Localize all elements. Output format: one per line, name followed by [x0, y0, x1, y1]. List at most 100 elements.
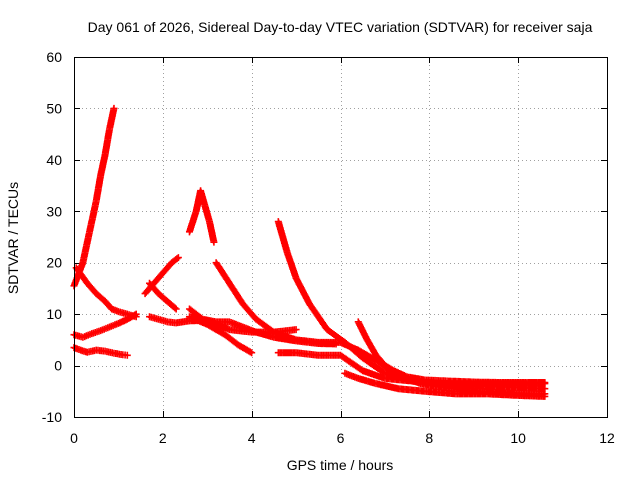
x-tick-label: 4 — [248, 430, 256, 446]
y-tick-label: 0 — [54, 358, 62, 374]
y-tick-label: 40 — [46, 152, 62, 168]
grid-lines — [74, 57, 607, 417]
data-point-trail — [374, 380, 401, 392]
series-arc-14 — [354, 318, 549, 387]
y-tick-label: 20 — [46, 255, 62, 271]
data-point-trail — [391, 367, 410, 380]
chart-title: Day 061 of 2026, Sidereal Day-to-day VTE… — [88, 19, 593, 35]
data-point-trail — [94, 291, 108, 304]
data-point-trail — [160, 260, 175, 276]
series-arc-1 — [70, 104, 118, 290]
data-point-trail — [240, 301, 259, 322]
data-point-trail — [382, 362, 396, 374]
data-point-trail — [254, 316, 276, 335]
data-point-trail — [342, 340, 365, 361]
data-point-trail — [405, 373, 427, 384]
data-point-trail — [471, 382, 512, 391]
data-point-trail — [206, 219, 218, 245]
data-point-trail — [121, 351, 129, 359]
data-point-trail — [187, 306, 205, 322]
data-point-trail — [97, 152, 109, 178]
series-arc-10 — [185, 305, 340, 348]
data-point-trail — [84, 281, 99, 296]
data-point-trail — [187, 313, 210, 328]
data-point-trail — [356, 347, 379, 364]
x-tick-label: 10 — [510, 430, 526, 446]
data-point-trail — [338, 352, 365, 374]
data-point-trail — [112, 350, 125, 358]
data-points — [70, 104, 549, 400]
data-point-trail — [364, 337, 379, 358]
data-point-trail — [226, 281, 246, 306]
data-point-trail — [147, 281, 161, 296]
y-tick-labels: -10 0 10 20 30 40 50 60 — [42, 49, 62, 425]
data-point-trail — [169, 255, 181, 266]
data-point-trail — [316, 340, 338, 348]
y-tick-label: 60 — [46, 49, 62, 65]
axis-ticks — [74, 57, 608, 418]
data-point-trail — [156, 291, 170, 304]
data-point-trail — [507, 383, 547, 393]
data-point-trail — [147, 313, 161, 323]
data-point-trail — [101, 127, 113, 157]
y-tick-label: 30 — [46, 203, 62, 219]
series-arc-15 — [341, 369, 549, 400]
x-tick-labels: 0 2 4 6 8 10 12 — [70, 430, 615, 446]
data-point-trail — [325, 327, 348, 345]
data-point-trail — [94, 346, 107, 355]
data-point-trail — [454, 390, 489, 398]
data-point-trail — [85, 347, 98, 356]
data-point-trail — [516, 392, 547, 400]
data-point-trail — [373, 353, 388, 368]
data-point-trail — [125, 311, 139, 322]
y-tick-label: -10 — [42, 409, 62, 425]
data-point-trail — [202, 204, 213, 224]
data-point-trail — [423, 387, 458, 398]
data-point-trail — [360, 355, 387, 376]
data-point-trail — [306, 301, 330, 332]
data-point-trail — [197, 188, 209, 209]
data-point-trail — [356, 375, 378, 387]
data-point-trail — [276, 349, 298, 357]
data-point-trail — [81, 330, 94, 341]
series-arc-2 — [72, 264, 140, 321]
x-tick-label: 6 — [337, 430, 345, 446]
data-point-trail — [423, 376, 449, 385]
y-tick-label: 50 — [46, 100, 62, 116]
data-point-trail — [485, 390, 520, 399]
data-point-trail — [272, 334, 298, 345]
data-point-trail — [205, 321, 227, 338]
data-point-trail — [360, 367, 387, 382]
data-point-trail — [240, 324, 258, 335]
data-point-trail — [93, 173, 104, 203]
data-point-trail — [72, 331, 85, 341]
data-point-trail — [498, 379, 529, 386]
data-point-trail — [236, 342, 254, 356]
data-point-trail — [73, 265, 90, 286]
series-arc-6 — [146, 279, 180, 313]
data-point-trail — [284, 250, 300, 281]
data-point-trail — [445, 377, 476, 386]
data-point-trail — [109, 306, 121, 315]
series-arc-3 — [70, 310, 140, 341]
x-tick-label: 8 — [425, 430, 433, 446]
data-point-trail — [102, 299, 115, 312]
data-point-trail — [227, 319, 245, 330]
data-point-trail — [343, 370, 361, 382]
x-tick-label: 2 — [159, 430, 167, 446]
y-axis-label: SDTVAR / TECUs — [5, 182, 21, 294]
data-point-trail — [471, 378, 503, 386]
data-point-trail — [151, 270, 166, 286]
data-point-trail — [107, 320, 121, 330]
x-tick-label: 12 — [599, 430, 615, 446]
data-point-trail — [396, 385, 427, 395]
data-point-trail — [316, 351, 343, 359]
data-point-trail — [86, 199, 100, 234]
data-point-trail — [254, 329, 276, 341]
data-point-trail — [103, 348, 116, 357]
series-arc-12 — [274, 218, 549, 388]
data-point-trail — [213, 260, 233, 286]
y-tick-label: 10 — [46, 306, 62, 322]
data-point-trail — [156, 316, 169, 325]
plot-frame — [74, 57, 608, 418]
